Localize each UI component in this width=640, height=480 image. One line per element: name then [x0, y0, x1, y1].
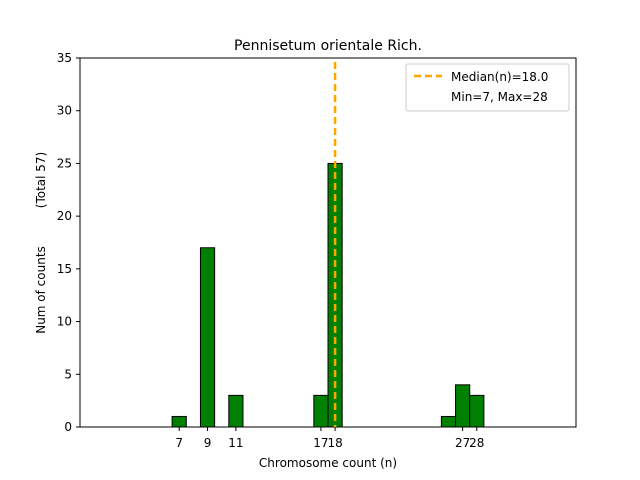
bar-7: [171, 415, 187, 428]
bar-9: [199, 247, 216, 428]
legend-box: [405, 63, 570, 112]
bar-28: [469, 394, 485, 428]
y-tick-label: 0: [64, 420, 72, 434]
y-tick-label: 35: [57, 51, 72, 65]
bar-27: [455, 384, 471, 428]
bar-17: [313, 394, 329, 428]
y-tick-label: 20: [57, 209, 72, 223]
y-tick-label: 30: [57, 104, 72, 118]
bar-11: [228, 394, 244, 428]
bars-group: [122, 162, 520, 428]
x-tick-label: 18: [327, 436, 342, 450]
x-tick-label: 17: [313, 436, 328, 450]
x-tick-label: 28: [469, 436, 484, 450]
chart-title: Pennisetum orientale Rich.: [234, 38, 422, 54]
x-tick-label: 27: [455, 436, 470, 450]
x-tick-label: 7: [175, 436, 183, 450]
legend: Median(n)=18.0 Min=7, Max=28: [405, 63, 570, 112]
x-axis-label: Chromosome count (n): [259, 456, 397, 470]
legend-minmax-label: Min=7, Max=28: [451, 90, 548, 104]
y-axis-label: Num of counts: [34, 246, 48, 334]
y-tick-label: 10: [57, 315, 72, 329]
y-tick-label: 15: [57, 262, 72, 276]
x-tick-label: 11: [228, 436, 243, 450]
bar-26: [440, 415, 457, 428]
y-tick-label: 5: [64, 367, 72, 381]
y-tick-label: 25: [57, 156, 72, 170]
y-axis-total-label: (Total 57): [34, 152, 48, 208]
x-tick-label: 9: [204, 436, 212, 450]
y-ticks-group: 0 5 10 15 20 25 30 35: [57, 51, 80, 434]
legend-median-label: Median(n)=18.0: [451, 70, 548, 84]
